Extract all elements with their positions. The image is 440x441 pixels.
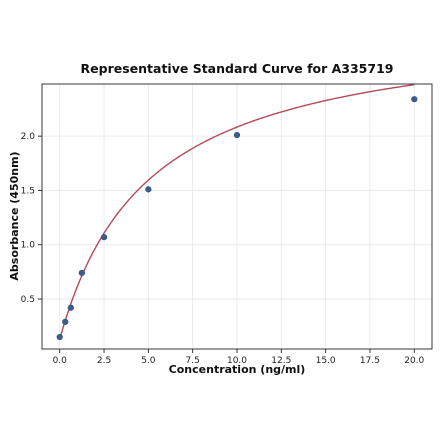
x-axis-label: Concentration (ng/ml) [169,363,306,376]
x-tick-label: 20.0 [404,356,424,366]
data-point [145,186,152,193]
y-axis-label: Absorbance (450nm) [8,151,21,280]
x-tick-label: 12.5 [271,356,291,366]
data-point [100,234,108,241]
plot-frame [41,83,433,350]
x-tick-label: 7.5 [186,356,200,366]
x-tick-label: 0.0 [53,356,68,366]
chart-title: Representative Standard Curve for A33571… [81,61,394,76]
x-tick-label: 5.0 [141,356,156,366]
grid-layer [42,84,432,349]
data-points [56,96,418,341]
y-tick-label: 1.5 [21,186,35,196]
x-tick-label: 2.5 [97,356,111,366]
y-tick-label: 1.0 [21,241,36,251]
data-point [78,269,85,277]
data-point [233,131,241,139]
data-point [67,304,74,311]
data-point [62,318,69,325]
data-point [411,96,418,103]
x-tick-label: 17.5 [360,356,380,366]
data-point [56,333,63,341]
y-tick-label: 0.5 [21,295,35,305]
fit-curve [59,83,415,340]
y-tick-label: 2.0 [21,132,36,142]
x-tick-label: 15.0 [316,356,336,366]
ticks-layer: 0.0 2.5 5.0 7.5 10.0 12.5 15.0 17.5 20.0 0.5 1.0 1.… [21,132,425,366]
x-tick-label: 10.0 [227,356,247,366]
